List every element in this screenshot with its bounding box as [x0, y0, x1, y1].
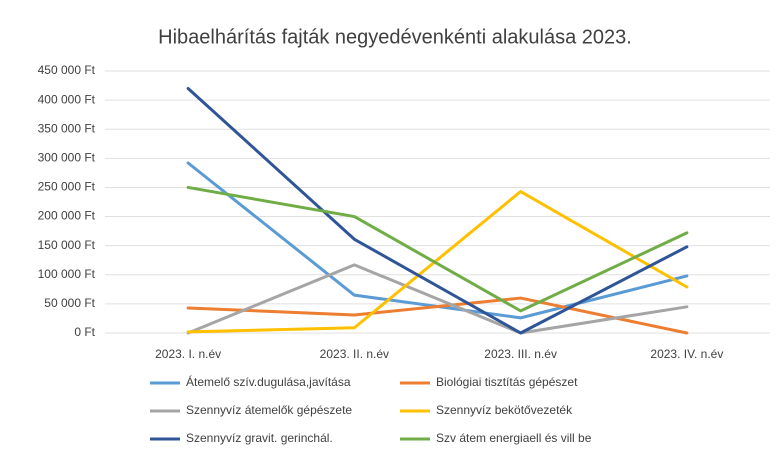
y-tick-label: 0 Ft — [74, 325, 95, 339]
legend-label: Szennyvíz gravit. gerinchál. — [186, 431, 333, 445]
chart-title: Hibaelhárítás fajták negyedévenkénti ala… — [158, 26, 632, 48]
y-tick-label: 400 000 Ft — [38, 92, 96, 106]
series-line — [186, 263, 689, 335]
series-line — [186, 86, 689, 335]
legend-label: Biológiai tisztítás gépészet — [436, 375, 578, 389]
y-tick-label: 50 000 Ft — [44, 296, 95, 310]
y-tick-label: 100 000 Ft — [38, 267, 96, 281]
series-line — [186, 296, 689, 335]
series-line — [186, 185, 689, 313]
legend-label: Átemelő szív.dugulása,javítása — [186, 374, 351, 389]
x-tick-label: 2023. III. n.év — [484, 347, 557, 361]
legend-label: Szennyvíz bekötővezeték — [436, 403, 573, 417]
x-tick-label: 2023. IV. n.év — [650, 347, 723, 361]
y-tick-label: 350 000 Ft — [38, 121, 96, 135]
legend-label: Szennyvíz átemelők gépészete — [186, 403, 352, 417]
x-tick-label: 2023. I. n.év — [155, 347, 221, 361]
y-tick-label: 200 000 Ft — [38, 209, 96, 223]
y-tick-label: 300 000 Ft — [38, 151, 96, 165]
legend-label: Szv átem energiaell és vill be — [436, 431, 592, 445]
y-tick-label: 150 000 Ft — [38, 238, 96, 252]
x-tick-label: 2023. II. n.év — [320, 347, 389, 361]
y-tick-label: 250 000 Ft — [38, 180, 96, 194]
series-line — [186, 161, 689, 320]
series-line — [186, 190, 689, 334]
y-tick-label: 450 000 Ft — [38, 63, 96, 77]
